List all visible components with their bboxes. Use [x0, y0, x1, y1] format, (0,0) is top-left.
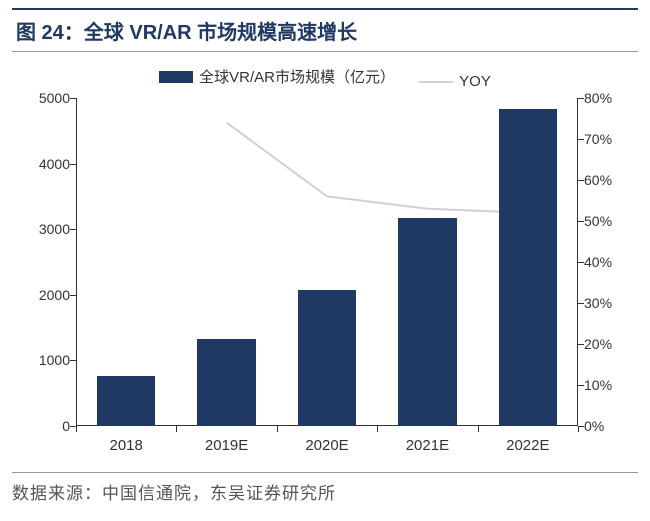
y-right-tick [578, 139, 584, 140]
y-left-tick-label: 2000 [24, 287, 70, 303]
y-left-tick-label: 3000 [24, 221, 70, 237]
legend-line-label: YOY [459, 73, 491, 90]
y-right-tick [578, 303, 584, 304]
x-tick [377, 426, 378, 432]
x-tick-label: 2020E [305, 437, 348, 454]
bar [499, 109, 557, 426]
bar [398, 218, 456, 426]
legend-line-swatch [419, 81, 453, 83]
bar [197, 339, 255, 426]
y-left-tick [70, 98, 76, 99]
legend-bar-label: 全球VR/AR市场规模（亿元） [199, 66, 395, 87]
y-left-tick-label: 5000 [24, 90, 70, 106]
plot-area: 0100020003000400050000%10%20%30%40%50%60… [76, 98, 578, 426]
x-tick-label: 2022E [506, 437, 549, 454]
chart-source: 数据来源：中国信通院，东吴证券研究所 [12, 472, 638, 504]
x-tick [478, 426, 479, 432]
legend-item-line: YOY [419, 73, 491, 90]
chart-title: 图 24：全球 VR/AR 市场规模高速增长 [16, 22, 357, 44]
y-right-tick-label: 20% [584, 336, 632, 352]
y-right-tick-label: 50% [584, 213, 632, 229]
y-right-tick [578, 385, 584, 386]
y-right-tick-label: 30% [584, 295, 632, 311]
yoy-line [227, 123, 528, 213]
x-tick-label: 2018 [110, 437, 143, 454]
y-left-tick [70, 229, 76, 230]
x-tick [578, 426, 579, 432]
y-right-tick [578, 262, 584, 263]
y-left-tick [70, 360, 76, 361]
y-right-tick-label: 70% [584, 131, 632, 147]
y-right-tick-label: 80% [584, 90, 632, 106]
y-right-tick-label: 0% [584, 418, 632, 434]
x-tick [277, 426, 278, 432]
bar [97, 376, 155, 427]
y-right-tick-label: 10% [584, 377, 632, 393]
legend-item-bar: 全球VR/AR市场规模（亿元） [159, 66, 395, 87]
y-right-tick [578, 98, 584, 99]
y-right-tick [578, 180, 584, 181]
x-tick-label: 2021E [406, 437, 449, 454]
y-right-tick-label: 40% [584, 254, 632, 270]
bar [298, 290, 356, 426]
y-left-tick [70, 164, 76, 165]
legend-bar-swatch [159, 71, 193, 83]
x-tick [76, 426, 77, 432]
chart-title-row: 图 24：全球 VR/AR 市场规模高速增长 [12, 8, 638, 52]
y-right-tick [578, 221, 584, 222]
y-left-tick-label: 4000 [24, 156, 70, 172]
y-right-tick-label: 60% [584, 172, 632, 188]
y-left-tick-label: 0 [24, 418, 70, 434]
y-left-tick-label: 1000 [24, 352, 70, 368]
x-tick-label: 2019E [205, 437, 248, 454]
chart-container: 全球VR/AR市场规模（亿元） YOY 01000200030004000500… [12, 52, 638, 472]
y-left-tick [70, 295, 76, 296]
legend: 全球VR/AR市场规模（亿元） YOY [12, 66, 638, 90]
x-tick [176, 426, 177, 432]
y-right-tick [578, 344, 584, 345]
